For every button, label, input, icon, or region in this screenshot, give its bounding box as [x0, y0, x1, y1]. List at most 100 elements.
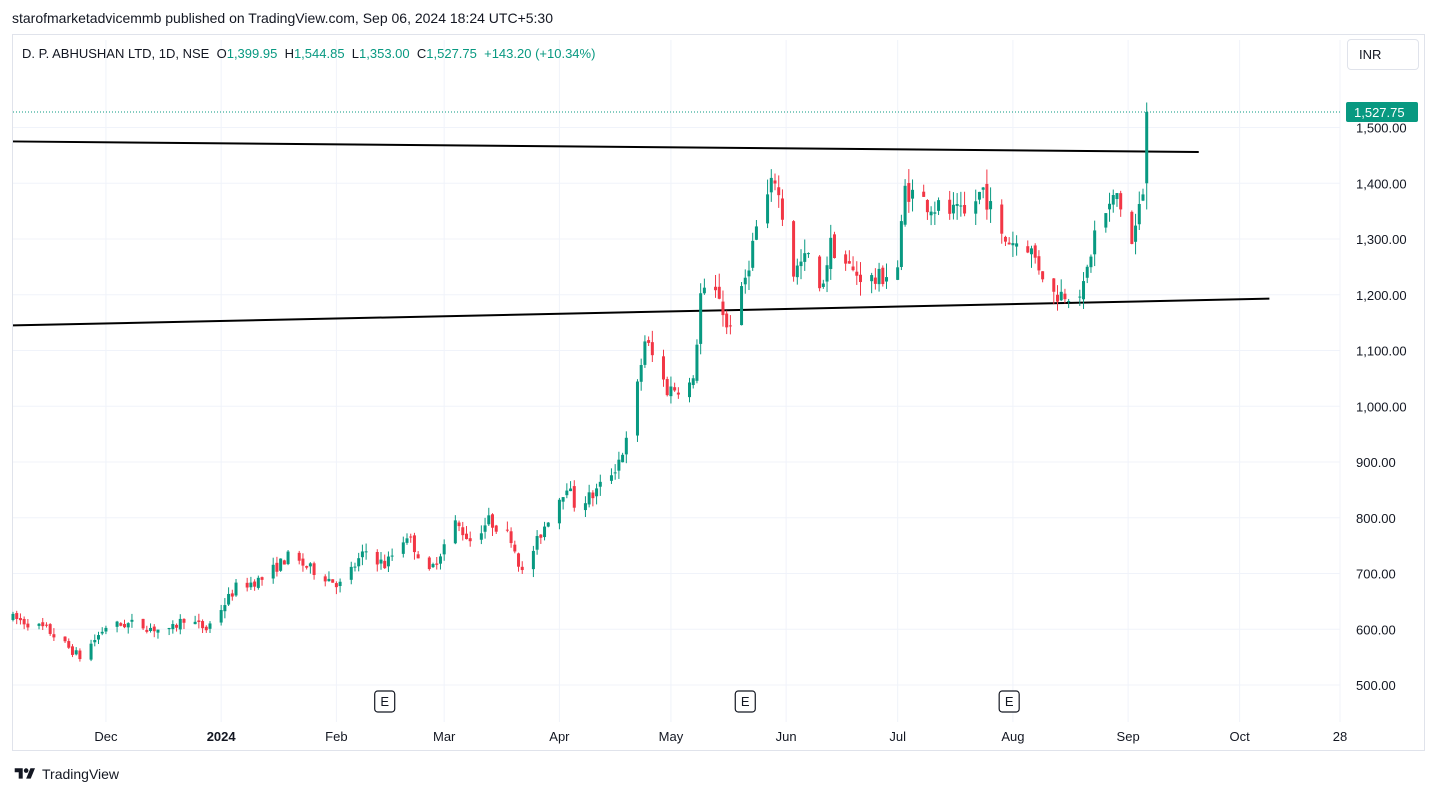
candle-body [937, 200, 941, 211]
candle-body [881, 267, 885, 285]
candle-body [301, 558, 305, 566]
candle-body [691, 378, 695, 386]
candle-body [1134, 225, 1138, 242]
low-label: L [351, 46, 360, 61]
candle-body [517, 553, 521, 567]
candle-body [569, 488, 573, 492]
candle-body [903, 185, 907, 225]
candle-body [431, 564, 435, 568]
candle-body [193, 621, 197, 625]
candle-body [877, 268, 881, 285]
trendline-resistance [12, 140, 1199, 154]
candle-body [461, 527, 465, 536]
candle-body [100, 631, 104, 634]
candle-body [483, 525, 487, 532]
candle-body [673, 387, 677, 391]
candle-body [1029, 248, 1033, 255]
candle-body [844, 254, 848, 264]
candle-body [338, 581, 342, 587]
candle-body [933, 212, 937, 214]
candle-body [438, 556, 442, 564]
candle-body [955, 204, 959, 206]
candle-body [1007, 242, 1011, 245]
candle-body [728, 325, 732, 327]
candle-body [152, 626, 156, 632]
candle-body [1082, 281, 1086, 300]
candle-body [803, 253, 807, 262]
candle-body [104, 627, 108, 632]
candle-body [130, 619, 134, 622]
candle-body [123, 623, 127, 628]
candle-body [1078, 296, 1082, 298]
candle-body [464, 533, 468, 540]
candle-body [1041, 271, 1045, 280]
ohlc-legend: D. P. ABHUSHAN LTD, 1D, NSE O1,399.95 H1… [22, 46, 595, 61]
candle-body [1037, 256, 1041, 271]
candle-body [1000, 204, 1004, 234]
candle-body [494, 525, 498, 532]
high-label: H [284, 46, 294, 61]
chart-frame [12, 34, 1425, 751]
candle-body [275, 562, 279, 572]
candle-body [37, 623, 41, 626]
candle-body [1093, 230, 1097, 255]
candle-body [621, 454, 625, 463]
candle-body [714, 286, 718, 291]
candle-body [1145, 112, 1149, 184]
candle-body [613, 472, 617, 474]
candle-body [977, 191, 981, 200]
candle-body [583, 503, 587, 511]
candles [11, 102, 1149, 662]
candle-body [375, 551, 379, 565]
candle-body [591, 492, 595, 499]
candle-body [416, 554, 420, 559]
candle-body [1015, 243, 1019, 247]
time-tick-label: May [659, 729, 684, 744]
candle-body [15, 613, 19, 620]
candle-body [695, 344, 699, 381]
change-value: +143.20 (+10.34%) [484, 46, 596, 61]
candle-body [951, 204, 955, 214]
candle-body [795, 265, 799, 278]
candle-body [227, 593, 231, 605]
candle-body [234, 582, 238, 596]
candle-body [360, 551, 364, 558]
candle-body [386, 556, 390, 567]
candle-body [1011, 243, 1015, 246]
candle-body [647, 340, 651, 343]
currency-button[interactable]: INR [1347, 39, 1419, 70]
candle-body [818, 256, 822, 289]
candle-body [505, 529, 509, 531]
candle-body [699, 293, 703, 344]
candle-body [282, 560, 286, 565]
candle-body [115, 621, 119, 627]
candle-body [925, 200, 929, 213]
grid-lines [13, 40, 1341, 722]
open-label: O [216, 46, 227, 61]
candle-body [799, 261, 803, 267]
candle-body [178, 618, 182, 630]
candle-body [747, 270, 751, 277]
candle-body [74, 650, 78, 655]
candle-body [539, 534, 543, 538]
candle-body [617, 459, 621, 471]
candle-body [182, 618, 186, 623]
candle-body [253, 581, 257, 587]
time-tick-label: Mar [433, 729, 456, 744]
candle-body [885, 277, 889, 282]
candle-body [331, 579, 335, 583]
candle-body [1137, 204, 1141, 225]
candle-body [855, 271, 859, 276]
footer-brand[interactable]: TradingView [12, 766, 119, 782]
price-tick-label: 900.00 [1356, 455, 1396, 470]
low-value: 1,353.00 [359, 46, 410, 61]
candle-body [409, 536, 413, 538]
candle-body [665, 379, 669, 396]
close-value: 1,527.75 [426, 46, 477, 61]
candle-body [643, 341, 647, 365]
earnings-marker-box [734, 690, 756, 713]
candle-body [1052, 278, 1056, 292]
candle-body [1104, 213, 1108, 228]
